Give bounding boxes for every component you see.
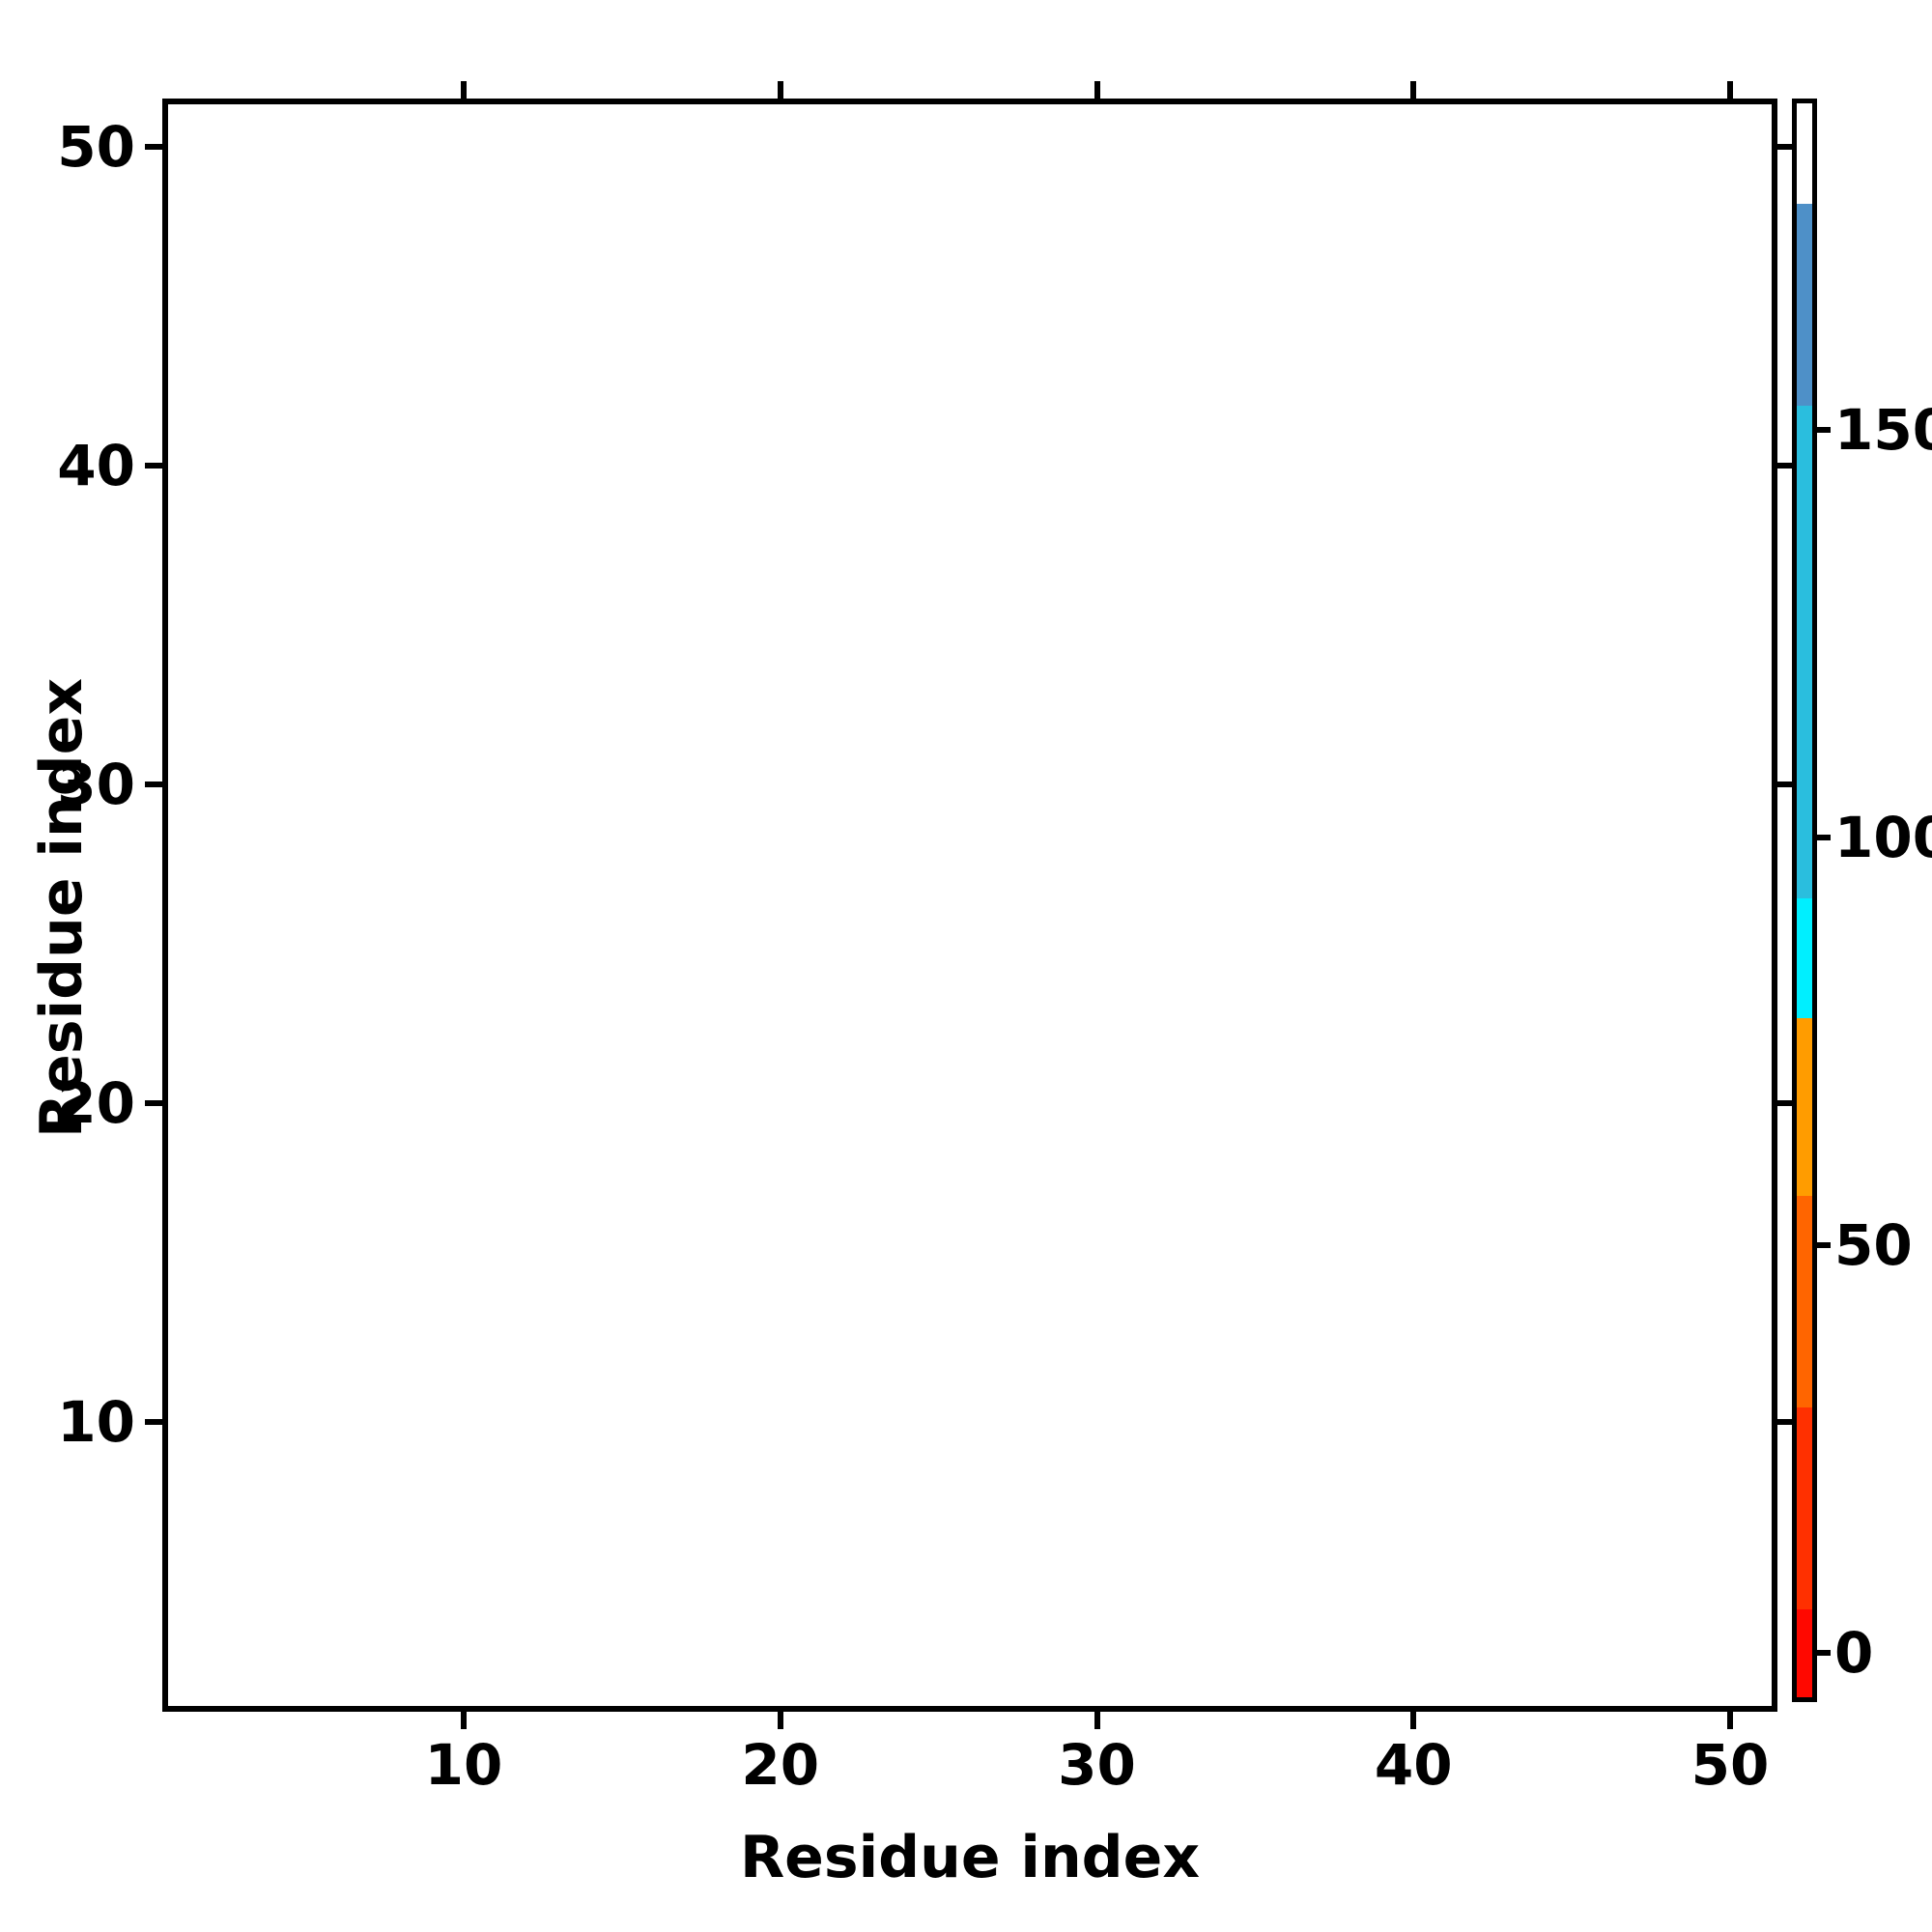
colorbar-segment — [1797, 1406, 1812, 1609]
axis-tick — [1777, 1100, 1795, 1106]
axis-tick — [461, 81, 467, 99]
colorbar-gradient — [1797, 103, 1812, 1697]
axis-tick — [145, 463, 162, 469]
y-tick-label: 10 — [57, 1389, 135, 1455]
y-tick-label: 30 — [57, 752, 135, 817]
axis-tick — [777, 81, 783, 99]
axis-tick — [1094, 1712, 1100, 1729]
colorbar-segment — [1797, 1608, 1812, 1697]
colorbar-tick — [1817, 835, 1831, 840]
x-tick-label: 40 — [1374, 1732, 1453, 1798]
colorbar-segment — [1797, 406, 1812, 898]
colorbar-tick-label: 100 — [1834, 805, 1932, 870]
axis-tick — [461, 1712, 467, 1729]
axis-tick — [1094, 81, 1100, 99]
axis-tick — [1410, 81, 1417, 99]
axis-tick — [1727, 81, 1733, 99]
axis-tick — [1777, 144, 1795, 150]
x-tick-label: 20 — [741, 1732, 820, 1798]
plot-area — [162, 99, 1777, 1712]
colorbar-segment — [1797, 204, 1812, 407]
axis-tick — [777, 1712, 783, 1729]
y-tick-label: 50 — [57, 114, 135, 180]
x-tick-label: 10 — [424, 1732, 503, 1798]
axis-tick — [145, 781, 162, 787]
axis-tick — [1410, 1712, 1417, 1729]
colorbar-tick — [1817, 427, 1831, 433]
colorbar-segment — [1797, 1196, 1812, 1407]
y-axis-label: Residue index — [28, 677, 96, 1139]
axis-tick — [145, 1100, 162, 1106]
colorbar-tick-label: 0 — [1834, 1620, 1874, 1686]
x-tick-label: 30 — [1058, 1732, 1136, 1798]
axis-tick — [1727, 1712, 1733, 1729]
colorbar-tick-label: 150 — [1834, 397, 1932, 463]
y-tick-label: 20 — [57, 1070, 135, 1136]
axis-tick — [1777, 781, 1795, 787]
axis-tick — [1777, 463, 1795, 469]
x-axis-label: Residue index — [739, 1824, 1201, 1891]
colorbar-tick-label: 50 — [1834, 1212, 1913, 1278]
y-tick-label: 40 — [57, 433, 135, 498]
colorbar-segment — [1797, 1018, 1812, 1197]
colorbar — [1792, 99, 1817, 1702]
colorbar-tick — [1817, 1242, 1831, 1248]
colorbar-tick — [1817, 1650, 1831, 1656]
axis-tick — [1777, 1419, 1795, 1425]
axis-tick — [145, 1419, 162, 1425]
colorbar-segment — [1797, 898, 1812, 1019]
colorbar-segment — [1797, 103, 1812, 205]
axis-tick — [145, 144, 162, 150]
x-tick-label: 50 — [1690, 1732, 1770, 1798]
